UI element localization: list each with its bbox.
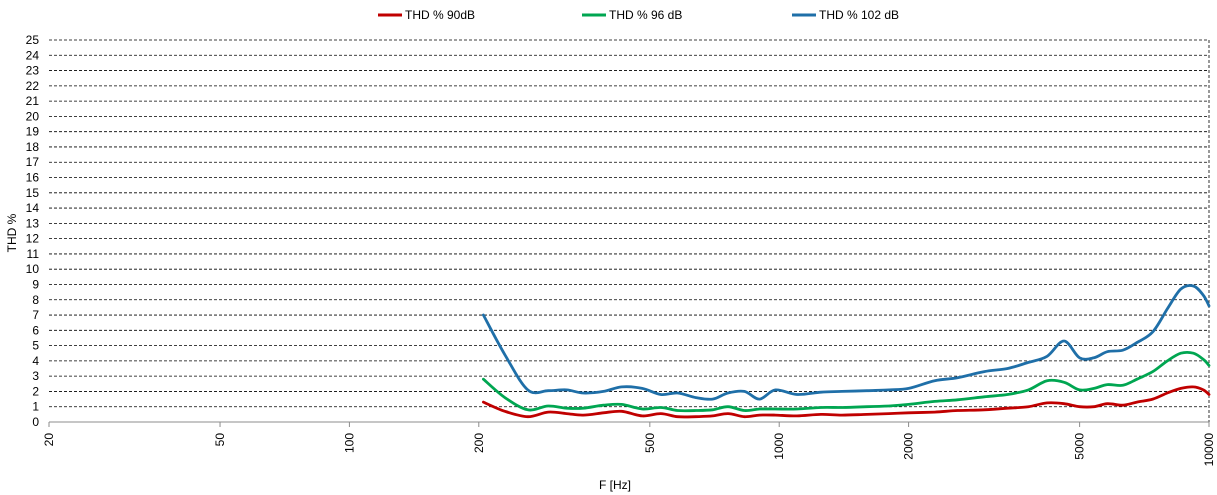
y-tick-label: 8 [32,293,39,307]
y-tick-label: 11 [27,247,40,261]
series-line-96db [482,350,1211,413]
x-tick-label: 500 [643,433,657,453]
legend: THD % 90dB THD % 96 dB THD % 102 dB [378,8,899,22]
y-tick-label: 23 [26,64,40,78]
legend-label-96db: THD % 96 dB [609,8,682,22]
y-tick-label: 18 [26,140,40,154]
y-tick-label: 13 [26,216,40,230]
y-tick-label: 0 [32,415,39,429]
y-tick-label: 15 [26,186,40,200]
axis-layer: 0123456789101112131415161718192021222324… [26,33,1216,466]
y-tick-label: 6 [32,323,39,337]
grid-layer [49,39,1210,422]
x-tick-label: 50 [213,433,227,447]
y-tick-label: 3 [32,369,39,383]
y-tick-label: 14 [26,201,40,215]
y-tick-label: 1 [32,400,39,414]
legend-label-102db: THD % 102 dB [819,8,899,22]
x-tick-label: 2000 [902,433,916,460]
x-tick-label: 100 [342,433,356,453]
y-tick-label: 22 [26,79,40,93]
y-tick-label: 5 [32,339,39,353]
y-tick-label: 2 [32,384,39,398]
y-tick-label: 10 [26,262,40,276]
y-tick-label: 7 [32,308,39,322]
y-tick-label: 21 [26,94,40,108]
x-tick-label: 10000 [1202,433,1216,467]
x-tick-label: 200 [472,433,486,453]
x-tick-label: 1000 [772,433,786,460]
series-layer [482,284,1211,419]
y-tick-label: 4 [32,354,39,368]
y-axis-title: THD % [5,213,19,252]
x-axis-title: F [Hz] [599,478,631,492]
y-tick-label: 25 [26,33,40,47]
y-tick-label: 9 [32,277,39,291]
x-tick-label: 5000 [1073,433,1087,460]
x-tick-label: 20 [42,433,56,447]
y-tick-label: 20 [26,109,40,123]
y-tick-label: 16 [26,171,40,185]
legend-label-90db: THD % 90dB [405,8,475,22]
y-tick-label: 17 [26,155,40,169]
y-tick-label: 19 [26,125,40,139]
y-tick-label: 12 [26,232,40,246]
series-line-102db [482,284,1211,401]
series-line-90db [482,385,1211,419]
y-tick-label: 24 [26,48,40,62]
